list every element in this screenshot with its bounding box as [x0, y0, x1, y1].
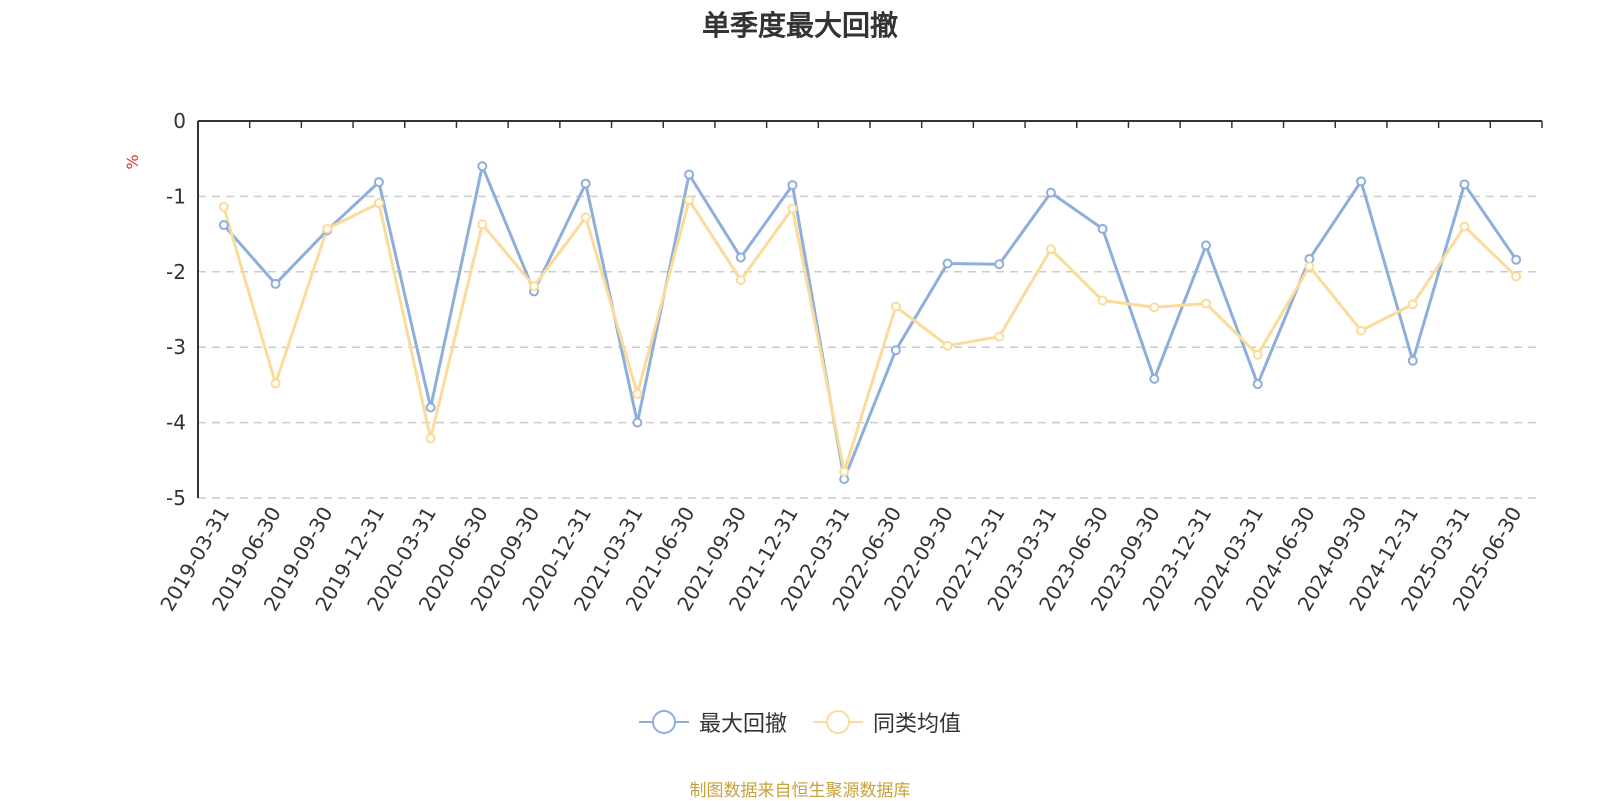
- data-point[interactable]: [425, 433, 436, 444]
- data-point[interactable]: [373, 177, 384, 188]
- data-point[interactable]: [1252, 379, 1263, 390]
- data-point[interactable]: [890, 301, 901, 312]
- data-point[interactable]: [1201, 240, 1211, 251]
- legend-swatch: [813, 708, 863, 736]
- data-point[interactable]: [580, 178, 591, 189]
- y-tick-label: -2: [166, 260, 186, 284]
- y-tick-label: 0: [173, 109, 186, 133]
- data-point[interactable]: [1045, 187, 1056, 198]
- data-point[interactable]: [270, 278, 281, 289]
- data-point[interactable]: [1045, 244, 1056, 255]
- legend-label: 最大回撤: [698, 712, 787, 737]
- data-point[interactable]: [632, 388, 643, 399]
- y-tick-label: -4: [166, 411, 186, 435]
- legend-swatch: [638, 708, 689, 736]
- data-point[interactable]: [477, 161, 488, 172]
- grid-lines: [198, 195, 1542, 499]
- y-tick-label: -3: [166, 335, 186, 359]
- axes: 0-1-2-3-4-52019-03-312019-06-302019-09-3…: [155, 109, 1543, 615]
- data-point[interactable]: [735, 275, 746, 286]
- data-point[interactable]: [322, 223, 333, 234]
- data-point[interactable]: [890, 345, 901, 356]
- data-point[interactable]: [425, 402, 436, 413]
- data-point[interactable]: [1356, 325, 1367, 336]
- chart-title: 单季度最大回撤: [701, 9, 898, 42]
- data-point[interactable]: [218, 201, 229, 212]
- data-point[interactable]: [735, 252, 746, 263]
- data-point[interactable]: [787, 203, 798, 214]
- legend-item[interactable]: 最大回撤: [638, 706, 787, 738]
- data-point[interactable]: [1511, 271, 1522, 282]
- data-point[interactable]: [1201, 298, 1211, 309]
- data-point[interactable]: [1356, 176, 1367, 187]
- data-point[interactable]: [994, 259, 1005, 270]
- data-point[interactable]: [373, 198, 384, 209]
- y-tick-label: -5: [166, 486, 186, 510]
- series-line-1: [222, 198, 1518, 474]
- data-point[interactable]: [529, 281, 539, 292]
- data-point[interactable]: [684, 169, 695, 180]
- data-point[interactable]: [994, 331, 1005, 342]
- y-tick-label: -1: [166, 184, 186, 208]
- data-point[interactable]: [218, 220, 229, 231]
- data-point[interactable]: [1407, 299, 1418, 310]
- data-point[interactable]: [1097, 295, 1108, 306]
- data-point[interactable]: [1252, 349, 1263, 360]
- data-point[interactable]: [1149, 373, 1160, 384]
- y-axis-label: %: [123, 154, 142, 169]
- data-point[interactable]: [839, 466, 850, 477]
- series-points: [218, 161, 1522, 485]
- series-lines: [222, 164, 1518, 481]
- data-point[interactable]: [580, 212, 591, 223]
- legend-label: 同类均值: [873, 712, 962, 737]
- data-point[interactable]: [1511, 254, 1522, 265]
- source-note: 制图数据来自恒生聚源数据库: [689, 781, 911, 801]
- legend-item[interactable]: 同类均值: [813, 706, 961, 738]
- data-point[interactable]: [942, 340, 953, 351]
- data-point[interactable]: [632, 417, 643, 428]
- data-point[interactable]: [270, 378, 281, 389]
- data-point[interactable]: [1097, 223, 1108, 234]
- data-point[interactable]: [1304, 261, 1315, 272]
- data-point[interactable]: [1407, 355, 1418, 366]
- data-point[interactable]: [942, 258, 953, 269]
- series-line-0: [222, 164, 1518, 481]
- data-point[interactable]: [787, 180, 798, 191]
- data-point[interactable]: [1149, 302, 1160, 313]
- data-point[interactable]: [1459, 221, 1470, 232]
- data-point[interactable]: [1459, 179, 1470, 190]
- legend: 最大回撤 同类均值: [0, 706, 1600, 738]
- data-point[interactable]: [477, 219, 488, 230]
- data-point[interactable]: [684, 195, 695, 206]
